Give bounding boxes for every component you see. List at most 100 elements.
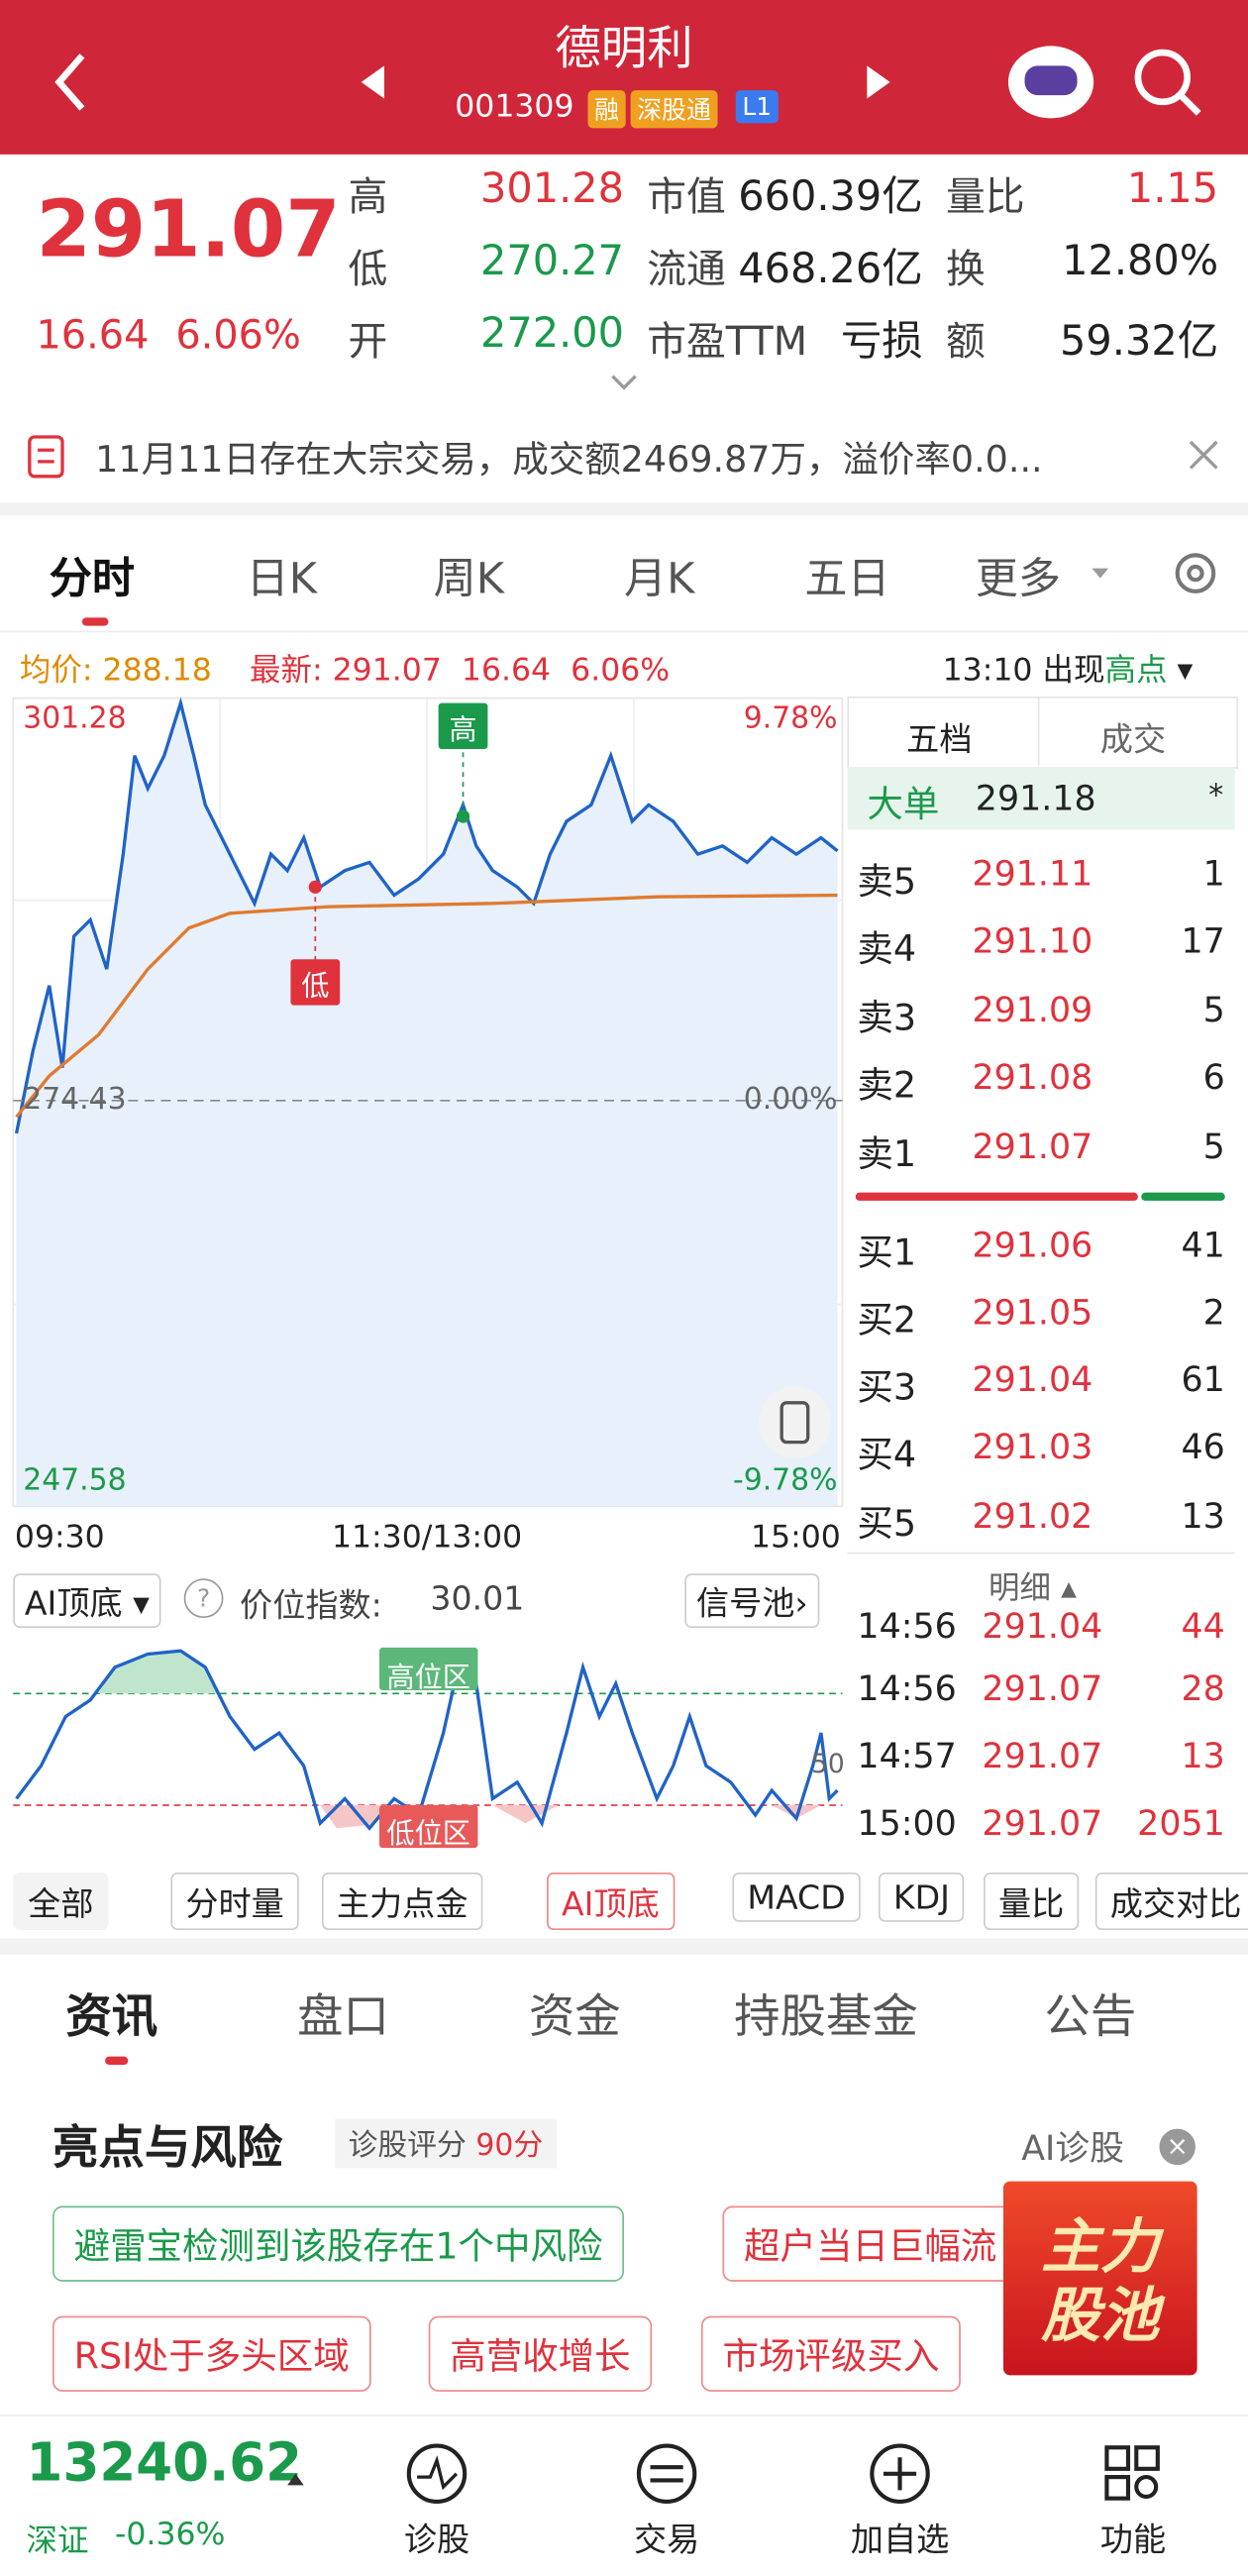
tab[interactable]: 成交 <box>1099 719 1167 759</box>
nav-item[interactable]: 功能 <box>1099 2520 1167 2560</box>
ticks-heading[interactable]: 明细 ▴ <box>988 1569 1077 1607</box>
tab[interactable]: 五档 <box>906 719 973 759</box>
next-icon[interactable] <box>867 65 890 99</box>
event-highlight: 高点 <box>1104 652 1168 689</box>
tick-price: 291.07 <box>982 1668 1103 1709</box>
news-tab[interactable]: 资金 <box>528 1988 621 2044</box>
time: 13:10 <box>942 652 1033 689</box>
low-marker <box>290 959 341 1006</box>
stock-name: 德明利 <box>555 21 693 76</box>
ask-ratio <box>855 1192 1138 1201</box>
book-volume: 41 <box>1181 1225 1225 1265</box>
book-price: 291.11 <box>972 854 1093 894</box>
y-bottom: 247.58 <box>23 1463 127 1499</box>
bid-ratio <box>1141 1192 1225 1201</box>
section-title: 亮点与风险 <box>52 2120 283 2176</box>
book-price: 291.04 <box>972 1359 1093 1400</box>
book-volume: 46 <box>1181 1427 1225 1467</box>
stat-value: 1.15 <box>1126 163 1219 212</box>
low-zone-box <box>378 1805 478 1849</box>
tag[interactable]: 超户当日巨幅流 <box>722 2205 1028 2282</box>
news-tab[interactable]: 资讯 <box>65 1988 158 2044</box>
indicator-select[interactable]: AI顶底 ▾ <box>13 1573 161 1628</box>
book-price: 291.05 <box>972 1292 1093 1333</box>
tick-price: 291.07 <box>982 1736 1103 1776</box>
rotate-icon[interactable] <box>758 1386 831 1459</box>
change-pct: 6.06% <box>175 312 301 359</box>
indicator-tab[interactable]: 分时量 <box>170 1873 299 1931</box>
stat-label: 流通 <box>647 246 726 293</box>
big-price: 291.18 <box>975 778 1096 818</box>
risk-tag[interactable]: 避雷宝检测到该股存在1个中风险 <box>52 2205 625 2282</box>
event[interactable]: 13:10 出现高点 ▾ <box>942 652 1194 689</box>
event-text: 出现 <box>1042 652 1105 689</box>
book-label: 买5 <box>857 1504 917 1547</box>
book-label: 卖2 <box>857 1065 917 1108</box>
score: 90分 <box>475 2128 544 2164</box>
chart-tab[interactable]: 周K <box>433 555 505 605</box>
promo-text: 主力股池 <box>1041 2213 1160 2351</box>
stat-label: 换 <box>945 246 986 293</box>
stat-label: 开 <box>348 318 388 366</box>
notice-text: 11月11日存在大宗交易，成交额2469.87万，溢价率0.0... <box>95 440 1043 482</box>
expand-icon[interactable] <box>607 372 640 394</box>
stat-value: 272.00 <box>479 308 625 357</box>
tag[interactable]: 市场评级买入 <box>700 2315 961 2392</box>
tag[interactable]: 高营收增长 <box>428 2315 653 2392</box>
divider <box>0 1938 1248 1955</box>
big-order-row <box>847 767 1235 830</box>
indicator-tab[interactable]: 全部 <box>13 1873 109 1931</box>
prev-icon[interactable] <box>361 65 384 99</box>
book-price: 291.09 <box>972 990 1093 1030</box>
chart-tab[interactable]: 月K <box>624 555 695 605</box>
news-tab[interactable]: 盘口 <box>297 1988 389 2044</box>
indicator-tab[interactable]: 量比 <box>984 1873 1080 1931</box>
tag[interactable]: RSI处于多头区域 <box>52 2315 371 2392</box>
ai-link[interactable]: AI诊股 <box>1021 2128 1124 2169</box>
indicator-tab[interactable]: 主力点金 <box>321 1873 483 1931</box>
high-zone: 高位区 <box>386 1662 470 1695</box>
back-icon[interactable] <box>54 54 85 111</box>
tick-price: 291.07 <box>982 1803 1103 1844</box>
settings-icon[interactable] <box>1169 547 1221 599</box>
book-price: 291.08 <box>972 1057 1093 1098</box>
nav-item[interactable]: 交易 <box>633 2520 700 2560</box>
stat-value: 301.28 <box>479 163 625 212</box>
chart-tab[interactable]: 更多 <box>975 555 1062 605</box>
stat-value: 270.27 <box>479 236 625 284</box>
promo-banner[interactable] <box>1002 2181 1197 2376</box>
stat-value: 59.32亿 <box>1060 316 1219 366</box>
promo-close[interactable]: × <box>1159 2128 1196 2166</box>
help-icon[interactable]: ? <box>183 1578 224 1619</box>
search-icon[interactable] <box>1134 49 1191 106</box>
more-arrow <box>1092 568 1109 579</box>
label: 明细 <box>988 1569 1052 1607</box>
book-label: 卖3 <box>857 999 917 1040</box>
nav-item[interactable]: 加自选 <box>850 2520 950 2560</box>
indicator-tab[interactable]: MACD <box>732 1873 861 1922</box>
chart-tab[interactable]: 分时 <box>49 555 135 605</box>
news-tab[interactable]: 公告 <box>1044 1988 1137 2044</box>
tag: L1 <box>735 90 779 124</box>
indicator-tab[interactable]: AI顶底 <box>547 1873 675 1931</box>
stat-label: 市盈TTM <box>647 318 808 366</box>
notice-bar[interactable] <box>0 410 1248 500</box>
signal-button[interactable]: 信号池› <box>684 1573 820 1628</box>
indicator-tab[interactable]: 成交对比 <box>1094 1873 1248 1931</box>
stat-value: 468.26亿 <box>738 245 923 293</box>
indicator-tab[interactable]: KDJ <box>878 1873 965 1922</box>
indicator-value: 30.01 <box>430 1578 525 1619</box>
close-icon[interactable] <box>1186 437 1221 473</box>
index-name: 深证 <box>26 2522 89 2560</box>
avg-line <box>15 893 838 1119</box>
label: 信号池 <box>695 1583 795 1624</box>
chart-tab[interactable]: 日K <box>246 555 318 605</box>
value: 291.07 <box>332 652 442 689</box>
news-tab[interactable]: 持股基金 <box>734 1988 918 2044</box>
change: 16.64 <box>36 312 150 359</box>
chart-tab[interactable]: 五日 <box>804 555 890 605</box>
tick-time: 14:56 <box>857 1668 957 1709</box>
divider <box>0 630 1248 633</box>
tick-volume: 13 <box>1181 1736 1225 1776</box>
nav-item[interactable]: 诊股 <box>403 2520 470 2560</box>
